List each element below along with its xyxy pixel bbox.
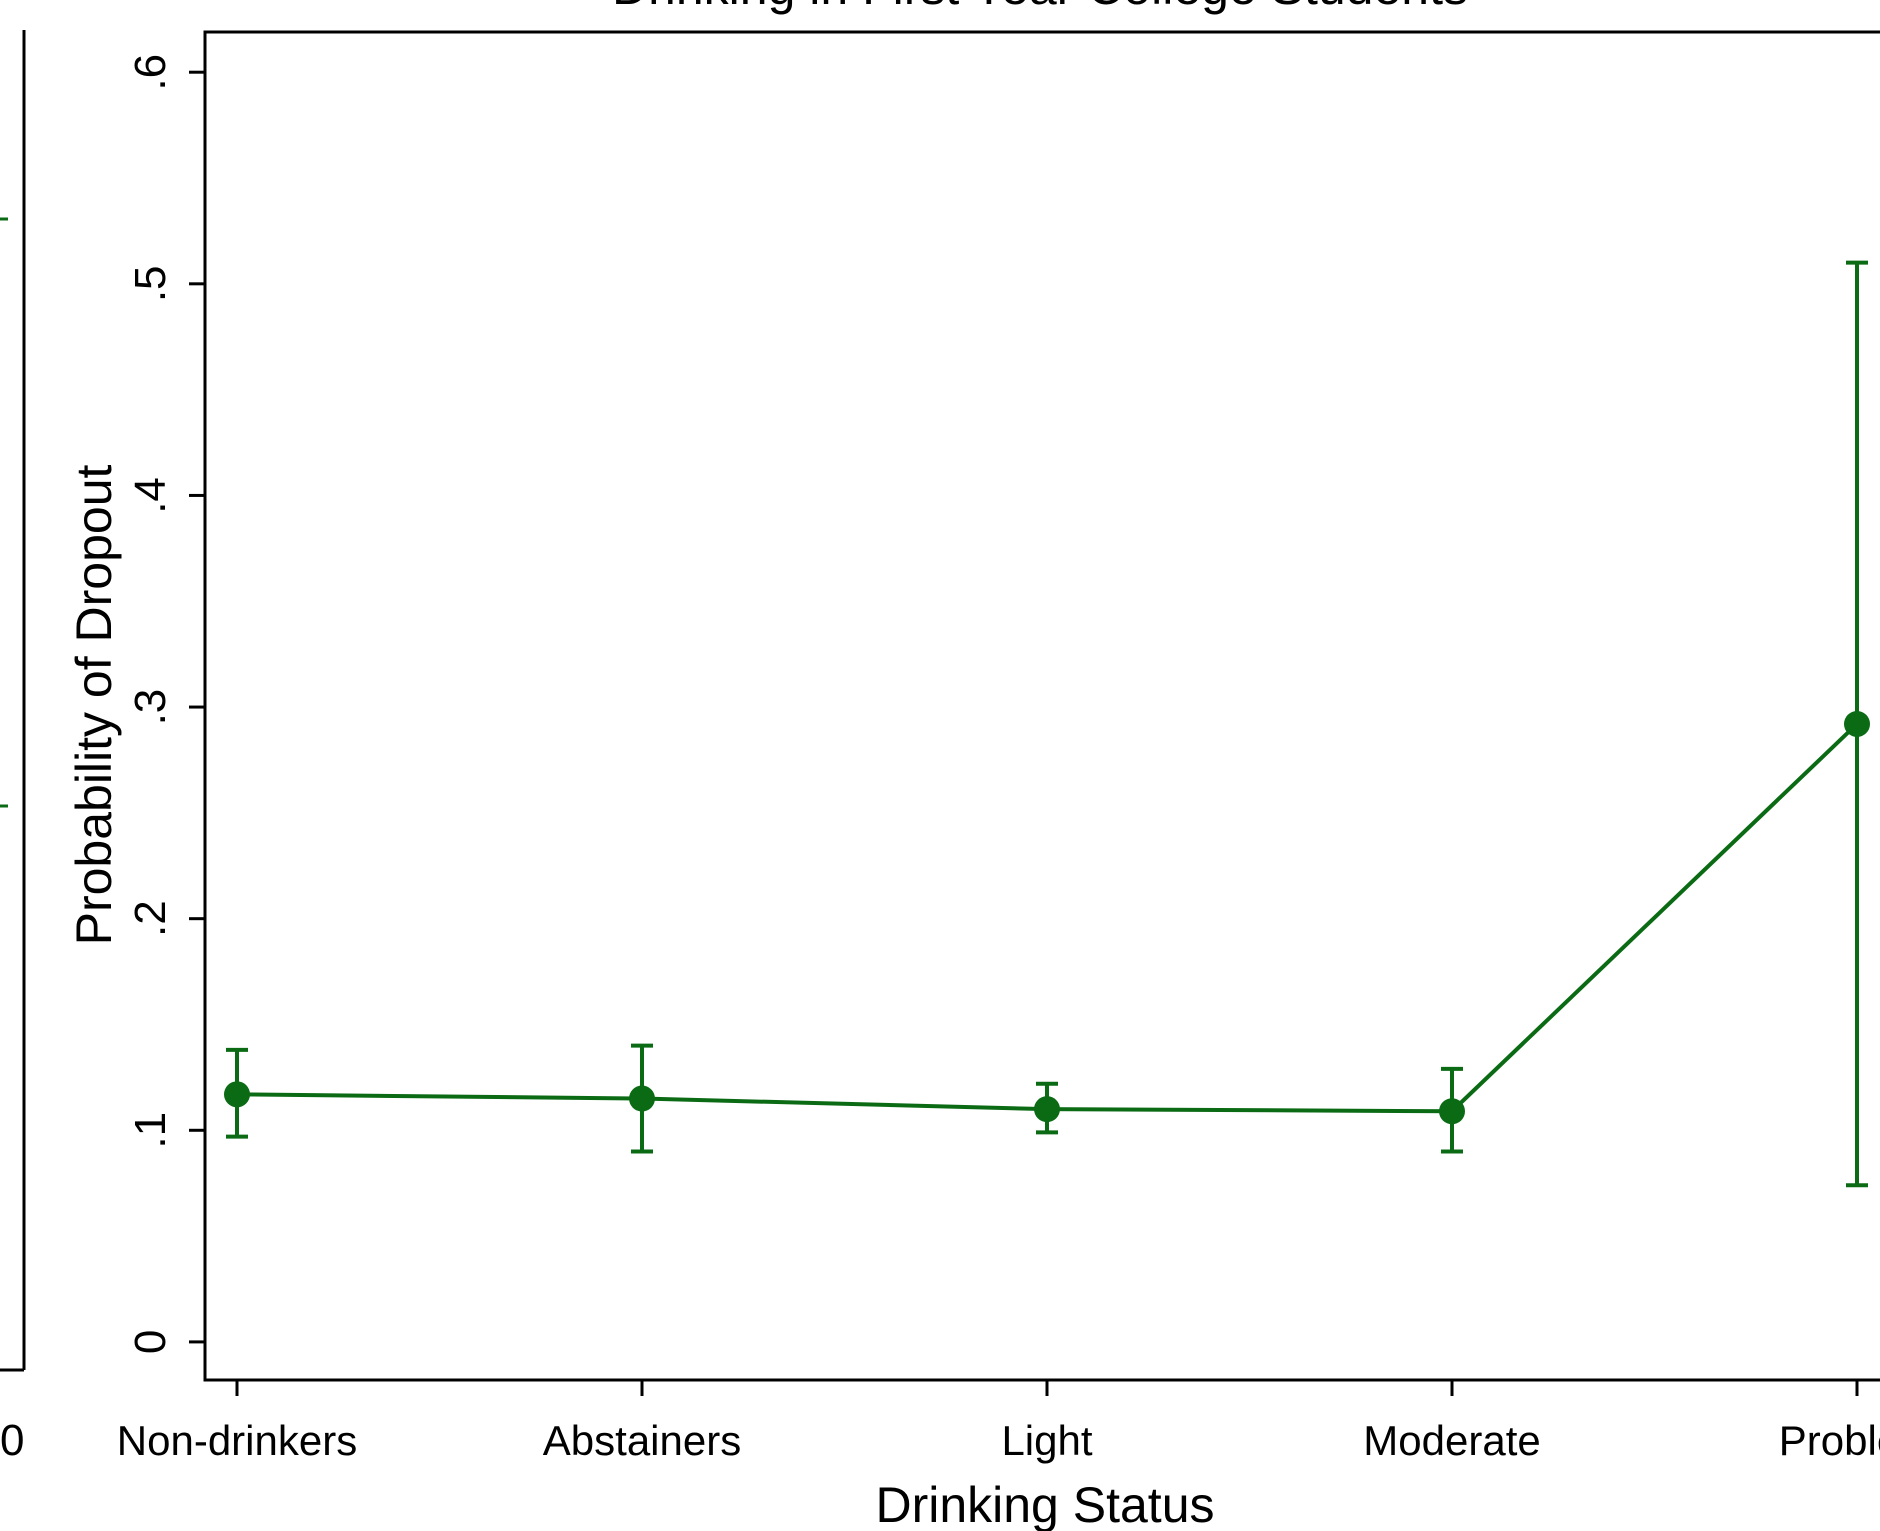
series-line xyxy=(236,722,1859,1114)
data-point xyxy=(224,1081,250,1108)
x-tick-label: Non-drinkers xyxy=(117,1417,357,1464)
data-point xyxy=(1034,1096,1060,1123)
x-tick-label: Light xyxy=(1001,1417,1092,1464)
left-panel-fragment: 0 xyxy=(0,30,26,1465)
data-point xyxy=(629,1085,655,1112)
x-tick-label: Abstainers xyxy=(543,1417,741,1464)
axis-titles: Drinking Status Probability of Dropout xyxy=(66,464,1214,1531)
chart-title-group: Drinking in First Year College Students xyxy=(612,0,1468,15)
data-point xyxy=(1844,710,1870,737)
series-layer xyxy=(224,260,1870,1188)
y-tick-label: .4 xyxy=(126,477,175,514)
y-axis-title: Probability of Dropout xyxy=(66,464,122,945)
y-tick-label: .6 xyxy=(126,54,175,91)
chart-title: Drinking in First Year College Students xyxy=(612,0,1468,15)
x-axis: Non-drinkers Abstainers Light Moderate Probl… xyxy=(117,1380,1880,1464)
x-tick-label: Moderate xyxy=(1363,1417,1540,1464)
left-panel-tick-label: 0 xyxy=(0,1416,24,1465)
y-tick-label: .2 xyxy=(126,900,175,937)
plot-region xyxy=(203,30,1880,1382)
x-tick-label: Problem xyxy=(1779,1417,1880,1464)
y-tick-label: .1 xyxy=(126,1112,175,1149)
y-tick-label: .3 xyxy=(126,689,175,726)
y-axis: 0 .1 .2 .3 .4 .5 .6 xyxy=(126,54,205,1354)
data-point xyxy=(1439,1098,1465,1125)
plot-frame xyxy=(203,30,1880,1382)
x-axis-title: Drinking Status xyxy=(875,1477,1214,1531)
y-tick-label: .5 xyxy=(126,265,175,302)
y-tick-label: 0 xyxy=(126,1330,175,1354)
